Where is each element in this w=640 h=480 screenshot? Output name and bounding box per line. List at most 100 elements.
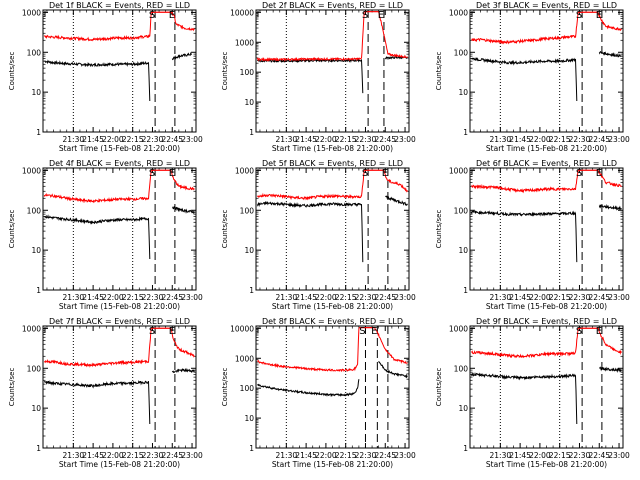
y-axis-label: Counts/sec xyxy=(8,368,16,407)
x-tick-label: 21:30 xyxy=(276,451,298,460)
x-tick-label: 22:00 xyxy=(315,293,337,302)
chart-title: Det 6f BLACK = Events, RED = LLD xyxy=(476,159,617,168)
series-line-red-post xyxy=(383,170,409,193)
chart-title: Det 5f BLACK = Events, RED = LLD xyxy=(262,159,403,168)
y-tick-label: 1000 xyxy=(449,324,468,333)
marker-label-e: E xyxy=(382,168,388,179)
y-tick-label: 1000 xyxy=(235,166,254,175)
y-tick-label: 10 xyxy=(31,246,41,255)
marker-label-s: S xyxy=(149,10,155,21)
y-tick-label: 1000 xyxy=(235,354,254,363)
y-tick-label: 1 xyxy=(463,128,468,137)
x-tick-label: 22:45 xyxy=(374,451,396,460)
marker-label-e: E xyxy=(596,10,602,21)
x-tick-label: 23:00 xyxy=(608,293,630,302)
x-tick-label: 22:00 xyxy=(529,135,551,144)
series-line-black-post xyxy=(171,51,193,61)
plot-frame xyxy=(255,167,410,291)
series-line-red-post xyxy=(170,328,195,358)
x-tick-label: 23:00 xyxy=(608,451,630,460)
chart-panel-4: 1 10 100 1000 21:3021:4522:0022:1522:3022:45… xyxy=(8,159,203,311)
y-tick-label: 10000 xyxy=(230,8,254,17)
series-line-red-post xyxy=(170,170,195,191)
series-line-black-pre xyxy=(256,58,364,94)
chart-title: Det 9f BLACK = Events, RED = LLD xyxy=(476,317,617,326)
x-tick-label: 22:00 xyxy=(315,451,337,460)
y-axis-label: Counts/sec xyxy=(435,52,443,91)
x-tick-label: 22:30 xyxy=(142,451,164,460)
x-tick-label: 21:30 xyxy=(63,451,85,460)
y-tick-label: 1000 xyxy=(22,8,41,17)
x-tick-label: 21:45 xyxy=(295,451,317,460)
series-line-red-post xyxy=(378,12,408,59)
series-line-black-post xyxy=(385,195,408,206)
marker-label-s: S xyxy=(576,10,582,21)
plot-frame xyxy=(42,325,197,449)
series-line-black-pre xyxy=(44,59,151,102)
series-line-black-post xyxy=(598,203,622,211)
series-line-red-pre xyxy=(470,328,579,359)
x-tick-label: 22:00 xyxy=(315,135,337,144)
y-axis-label: Counts/sec xyxy=(221,368,229,407)
series-line-red-post xyxy=(597,170,622,187)
x-axis-label: Start Time (15-Feb-08 21:20:00) xyxy=(59,144,180,153)
chart-panel-9: 1 10 100 1000 21:3021:4522:0022:1522:3022:45… xyxy=(435,317,630,469)
y-tick-label: 1000 xyxy=(22,324,41,333)
series-line-red-pre xyxy=(471,12,579,45)
y-tick-label: 1000 xyxy=(22,166,41,175)
y-axis-label: Counts/sec xyxy=(221,210,229,249)
chart-panel-7: 1 10 100 1000 21:3021:4522:0022:1522:3022:45… xyxy=(8,317,203,469)
y-tick-label: 10000 xyxy=(230,324,254,333)
x-tick-label: 22:45 xyxy=(161,135,183,144)
series-line-black-post xyxy=(598,50,622,58)
plot-frame xyxy=(255,9,410,133)
series-line-black-pre xyxy=(43,379,151,425)
x-tick-label: 22:15 xyxy=(122,135,144,144)
marker-label-e: E xyxy=(596,168,602,179)
series-line-red-pre xyxy=(256,12,365,62)
series-line-black-pre xyxy=(471,57,578,102)
marker-label-s: S xyxy=(576,326,582,337)
marker-label-s: S xyxy=(359,326,365,337)
y-tick-label: 1000 xyxy=(449,166,468,175)
x-tick-label: 21:30 xyxy=(63,293,85,302)
x-tick-label: 23:00 xyxy=(394,451,416,460)
x-tick-label: 22:00 xyxy=(102,135,124,144)
x-tick-label: 21:45 xyxy=(82,451,104,460)
y-axis-label: Counts/sec xyxy=(8,210,16,249)
chart-panel-2: 1 10 100 1000 10000 21:3021:4522:0022:1522:30… xyxy=(221,1,416,153)
x-tick-label: 22:45 xyxy=(588,135,610,144)
chart-title: Det 8f BLACK = Events, RED = LLD xyxy=(262,317,403,326)
series-line-black-pre xyxy=(256,200,364,263)
y-tick-label: 100 xyxy=(27,364,42,373)
y-axis-label: Counts/sec xyxy=(221,52,229,91)
x-tick-label: 22:00 xyxy=(102,451,124,460)
x-tick-label: 22:30 xyxy=(355,293,377,302)
chart-panel-8: 1 10 100 1000 10000 21:3021:4522:0022:1522:30… xyxy=(221,317,416,469)
y-tick-label: 100 xyxy=(240,206,255,215)
series-line-black-post xyxy=(378,361,408,379)
y-tick-label: 100 xyxy=(240,384,255,393)
x-tick-label: 21:45 xyxy=(295,135,317,144)
x-tick-label: 21:45 xyxy=(82,135,104,144)
x-axis-label: Start Time (15-Feb-08 21:20:00) xyxy=(272,144,393,153)
x-tick-label: 22:30 xyxy=(142,293,164,302)
x-tick-label: 21:30 xyxy=(490,451,512,460)
y-tick-label: 10 xyxy=(244,414,254,423)
series-line-red-pre xyxy=(43,328,152,368)
x-tick-label: 21:45 xyxy=(295,293,317,302)
x-tick-label: 22:15 xyxy=(335,293,357,302)
x-tick-label: 21:30 xyxy=(490,293,512,302)
y-tick-label: 1 xyxy=(249,444,254,453)
x-tick-label: 22:15 xyxy=(335,135,357,144)
x-tick-label: 22:00 xyxy=(102,293,124,302)
series-line-red-pre xyxy=(43,170,152,204)
series-line-black-post xyxy=(172,206,195,215)
y-tick-label: 10 xyxy=(31,88,41,97)
marker-label-e: E xyxy=(596,326,602,337)
marker-label-e: E xyxy=(169,326,175,337)
plot-frame xyxy=(469,9,624,133)
chart-title: Det 1f BLACK = Events, RED = LLD xyxy=(49,1,190,10)
y-tick-label: 1 xyxy=(36,128,41,137)
marker-label-e: E xyxy=(371,326,377,337)
